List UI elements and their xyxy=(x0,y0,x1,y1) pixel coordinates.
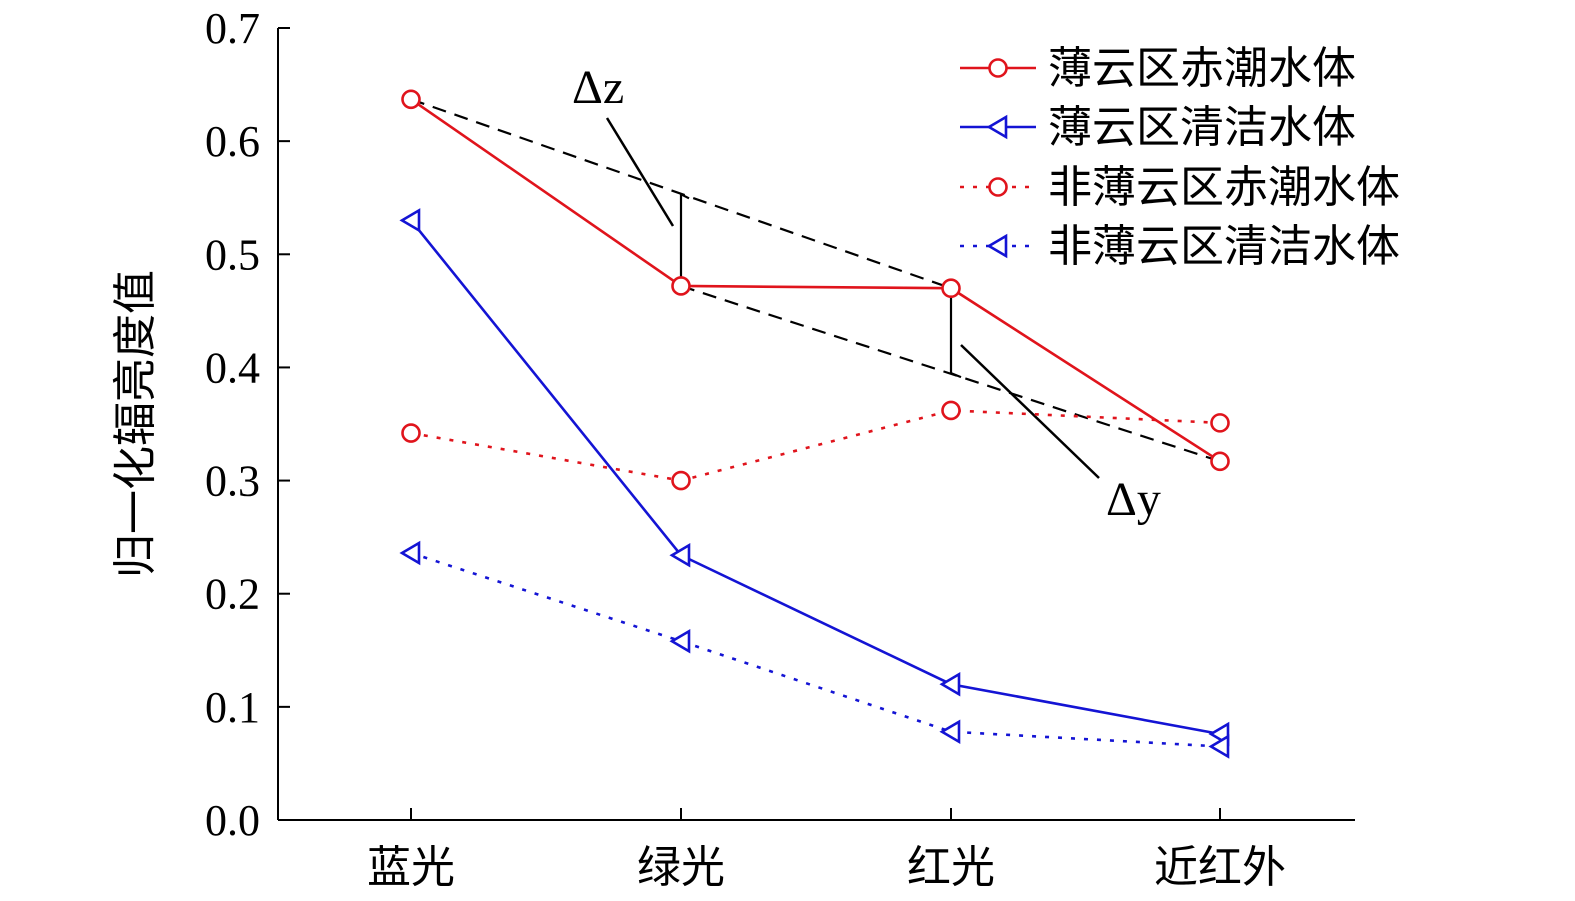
y-axis-title: 归一化辐亮度值 xyxy=(110,270,161,578)
data-point xyxy=(941,278,961,299)
series-3 xyxy=(401,400,1230,491)
data-point xyxy=(669,542,691,568)
series-line xyxy=(410,98,1221,463)
series-line xyxy=(410,551,1221,748)
data-point xyxy=(401,89,421,110)
legend-label: 薄云区清洁水体 xyxy=(1048,102,1356,153)
legend-label: 非薄云区赤潮水体 xyxy=(1048,162,1400,213)
data-point xyxy=(669,628,691,654)
x-tick-label: 蓝光 xyxy=(367,842,455,893)
data-point xyxy=(401,423,421,443)
legend-marker xyxy=(988,177,1008,197)
data-point xyxy=(399,540,421,566)
data-point xyxy=(1210,451,1230,472)
data-point xyxy=(939,671,961,697)
annotation-guides: Δz Δy xyxy=(410,61,1221,526)
dy-bracket-tick xyxy=(950,372,962,379)
series-4 xyxy=(399,540,1230,759)
y-tick-label: 0.2 xyxy=(205,570,260,619)
dz-leader xyxy=(605,117,675,227)
y-tick-label: 0.6 xyxy=(205,117,260,166)
dz-label: Δz xyxy=(572,61,624,114)
x-tick-label: 绿光 xyxy=(637,842,725,893)
data-point xyxy=(1210,413,1230,433)
x-tick-label: 红光 xyxy=(907,842,995,893)
series-2 xyxy=(399,208,1230,747)
dy-leader xyxy=(960,344,1100,479)
series-layer xyxy=(399,89,1230,759)
series-1 xyxy=(401,89,1230,472)
axes: 0.0 0.1 0.2 0.3 0.4 0.5 0.6 0.7 蓝光 绿光 红光 近红外 归一化辐亮度值 xyxy=(110,4,1355,893)
data-point xyxy=(399,208,421,233)
y-tick-label: 0.5 xyxy=(205,230,260,279)
data-point xyxy=(671,276,691,296)
legend-marker xyxy=(986,233,1008,259)
legend-label: 薄云区赤潮水体 xyxy=(1048,43,1356,94)
data-point xyxy=(671,470,691,491)
y-tick-label: 0.3 xyxy=(205,457,260,506)
dz-bracket-tick xyxy=(680,193,690,200)
dy-label: Δy xyxy=(1106,473,1161,526)
y-tick-label: 0.0 xyxy=(205,796,260,845)
data-point xyxy=(941,400,961,421)
series-line xyxy=(409,219,1221,736)
data-point xyxy=(939,719,961,745)
dz-guide-line xyxy=(410,98,952,290)
dy-guide-line xyxy=(680,284,1221,463)
y-tick-label: 0.7 xyxy=(205,4,260,53)
legend-marker xyxy=(986,114,1008,140)
x-tick-label: 近红外 xyxy=(1154,842,1286,893)
data-point xyxy=(1208,734,1230,759)
legend-marker xyxy=(988,58,1008,78)
legend-label: 非薄云区清洁水体 xyxy=(1048,221,1400,272)
y-tick-label: 0.1 xyxy=(205,683,260,732)
y-tick-label: 0.4 xyxy=(205,343,260,392)
